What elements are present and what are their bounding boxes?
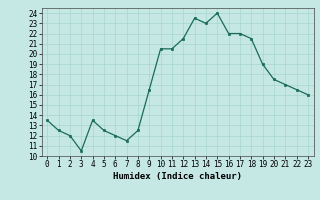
X-axis label: Humidex (Indice chaleur): Humidex (Indice chaleur)	[113, 172, 242, 181]
